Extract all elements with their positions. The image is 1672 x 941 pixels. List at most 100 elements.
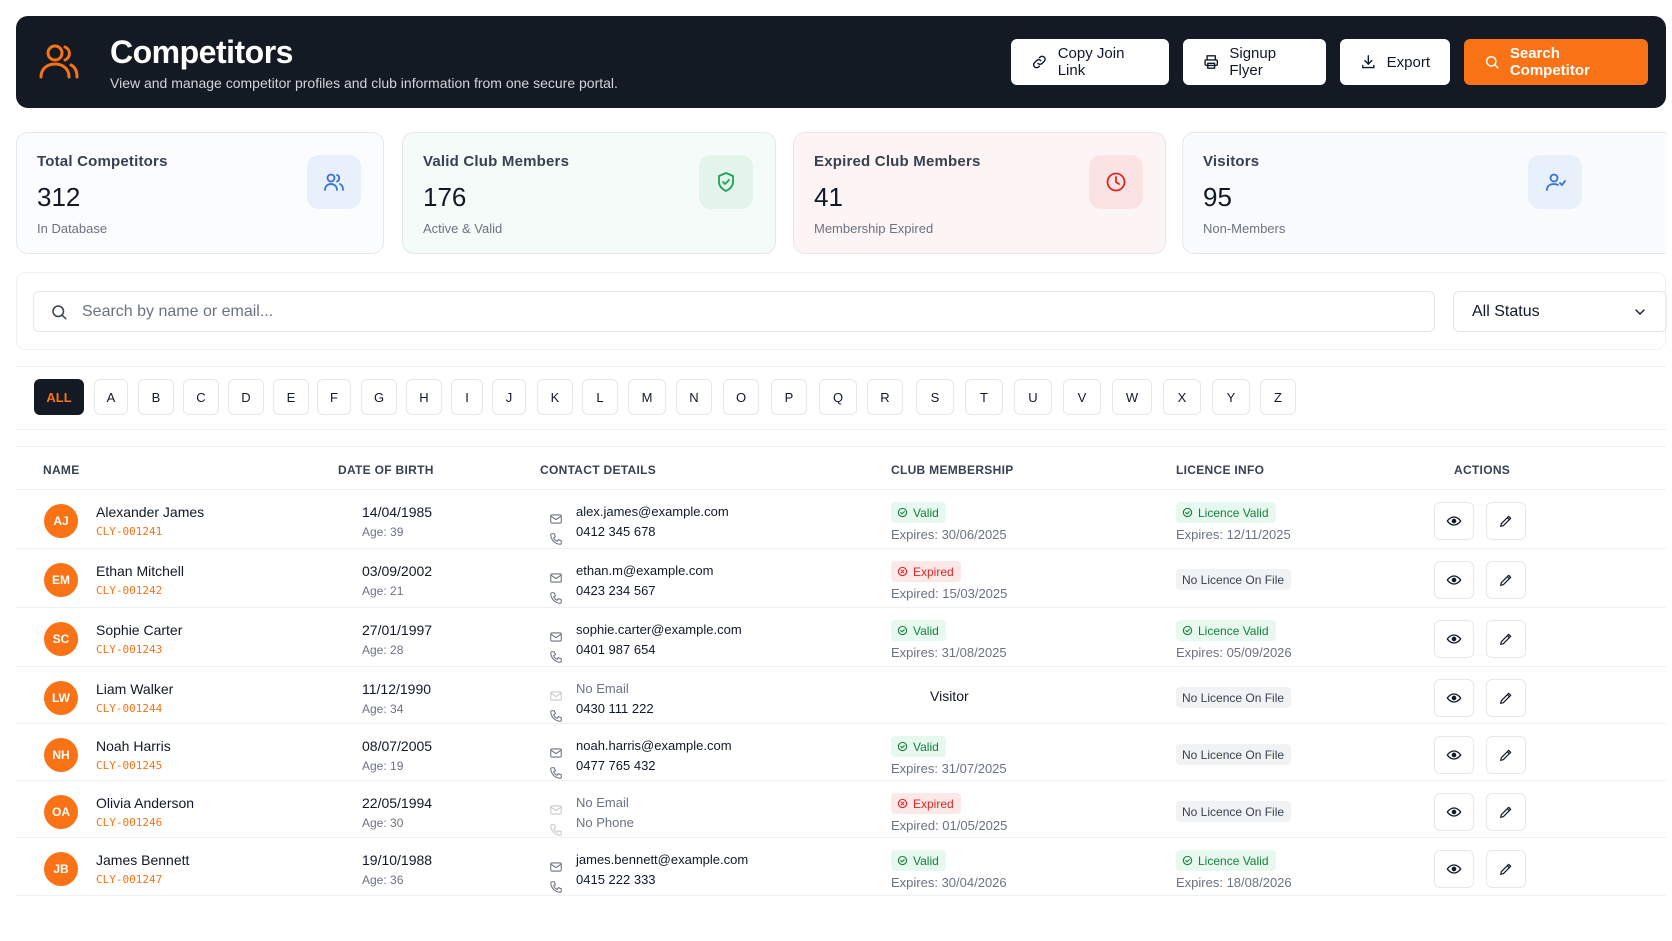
competitor-name[interactable]: James Bennett [96,852,190,868]
column-header-membership[interactable]: CLUB MEMBERSHIP [891,463,1014,477]
letter-filter-k[interactable]: K [537,379,573,415]
signup-flyer-button[interactable]: Signup Flyer [1183,39,1326,85]
letter-filter-e[interactable]: E [273,379,309,415]
view-button[interactable] [1434,620,1474,658]
letter-filter-j[interactable]: J [492,379,526,415]
age: Age: 19 [362,759,404,773]
view-button[interactable] [1434,850,1474,888]
letter-filter-t[interactable]: T [965,379,1003,415]
view-button[interactable] [1434,561,1474,599]
age: Age: 28 [362,643,404,657]
contact-phone: 0477 765 432 [550,758,656,779]
column-header-actions: ACTIONS [1454,463,1511,477]
age: Age: 34 [362,702,404,716]
stat-value: 95 [1203,182,1232,212]
licence-status-text: Licence Valid [1198,623,1269,638]
eye-icon [1446,572,1462,588]
letter-filter-n[interactable]: N [676,379,712,415]
users-icon [307,155,361,209]
stat-sub: Active & Valid [423,221,503,236]
copy-join-link-button[interactable]: Copy Join Link [1011,39,1169,85]
letter-filter-c[interactable]: C [183,379,219,415]
competitor-name[interactable]: Noah Harris [96,738,171,754]
avatar: EM [44,563,78,597]
column-header-dob[interactable]: DATE OF BIRTH [338,463,434,477]
letter-filter-p[interactable]: P [771,379,807,415]
contact-email: alex.james@example.com [550,504,729,524]
search-icon [52,304,67,319]
letter-filter-o[interactable]: O [723,379,759,415]
table-row: AJ Alexander James CLY-001241 14/04/1985 Age… [16,490,1666,549]
view-button[interactable] [1434,679,1474,717]
check-circle-icon [897,507,908,518]
view-button[interactable] [1434,502,1474,540]
letter-filter-l[interactable]: L [582,379,618,415]
date-of-birth: 27/01/1997 [362,622,433,638]
letter-filter-b[interactable]: B [138,379,174,415]
check-circle-icon [897,625,908,636]
export-button[interactable]: Export [1340,39,1450,85]
letter-filter-w[interactable]: W [1112,379,1152,415]
view-button[interactable] [1434,793,1474,831]
membership-expiry: Expires: 30/04/2026 [891,875,1007,890]
pencil-icon [1498,804,1514,820]
table-header: NAME DATE OF BIRTH CONTACT DETAILS CLUB … [16,446,1666,490]
stat-label: Expired Club Members [814,153,981,170]
membership-status-text: Valid [913,853,939,868]
licence-status-text: No Licence On File [1182,804,1285,819]
letter-filter-i[interactable]: I [451,379,483,415]
search-field[interactable] [33,291,1435,332]
page-title: Competitors [110,34,293,70]
licence-expiry: Expires: 18/08/2026 [1176,875,1292,890]
letter-filter-s[interactable]: S [916,379,954,415]
column-header-name[interactable]: NAME [43,463,80,477]
check-circle-icon [897,741,908,752]
search-competitor-button[interactable]: Search Competitor [1464,39,1648,85]
licence-status-text: Licence Valid [1198,853,1269,868]
letter-filter-z[interactable]: Z [1260,379,1296,415]
x-circle-icon [897,798,908,809]
edit-button[interactable] [1486,850,1526,888]
competitor-name[interactable]: Liam Walker [96,681,174,697]
letter-filter-v[interactable]: V [1063,379,1101,415]
edit-button[interactable] [1486,620,1526,658]
letter-filter-m[interactable]: M [628,379,666,415]
phone-text: 0415 222 333 [576,872,656,887]
column-header-contact[interactable]: CONTACT DETAILS [540,463,657,477]
letter-filter-y[interactable]: Y [1212,379,1250,415]
column-header-licence[interactable]: LICENCE INFO [1176,463,1265,477]
table-row: JB James Bennett CLY-001247 19/10/1988 Age: … [16,838,1666,896]
letter-filter-u[interactable]: U [1014,379,1052,415]
signup-flyer-label: Signup Flyer [1229,45,1277,79]
competitor-name[interactable]: Ethan Mitchell [96,563,184,579]
edit-button[interactable] [1486,736,1526,774]
contact-phone: 0412 345 678 [550,524,656,545]
check-circle-icon [1182,625,1193,636]
alphabet-filter: ALL A B C D E F G H I J K L M N O P Q R S T U V W X Y Z [16,366,1666,430]
competitor-id: CLY-001244 [96,702,163,715]
letter-filter-d[interactable]: D [228,379,264,415]
edit-button[interactable] [1486,679,1526,717]
edit-button[interactable] [1486,502,1526,540]
letter-filter-r[interactable]: R [867,379,903,415]
date-of-birth: 11/12/1990 [362,681,432,697]
check-circle-icon [1182,855,1193,866]
letter-filter-x[interactable]: X [1163,379,1201,415]
competitor-id: CLY-001241 [96,525,163,538]
letter-filter-q[interactable]: Q [819,379,857,415]
letter-filter-all[interactable]: ALL [34,379,84,415]
status-filter-select[interactable]: All Status [1453,291,1667,332]
view-button[interactable] [1434,736,1474,774]
search-input[interactable] [82,302,1382,321]
edit-button[interactable] [1486,793,1526,831]
letter-filter-g[interactable]: G [361,379,397,415]
edit-button[interactable] [1486,561,1526,599]
printer-icon [1204,55,1219,69]
letter-filter-f[interactable]: F [317,379,351,415]
letter-filter-a[interactable]: A [94,379,128,415]
contact-phone: No Phone [550,815,634,836]
competitor-name[interactable]: Sophie Carter [96,622,183,638]
competitor-name[interactable]: Alexander James [96,504,205,520]
letter-filter-h[interactable]: H [406,379,442,415]
competitor-name[interactable]: Olivia Anderson [96,795,195,811]
